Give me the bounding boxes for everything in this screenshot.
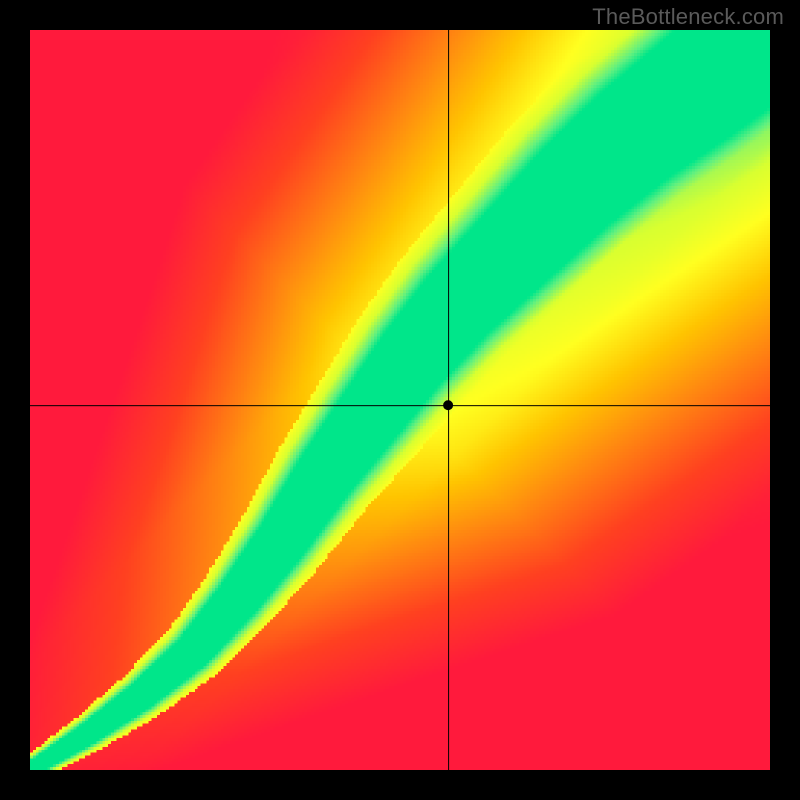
- chart-container: TheBottleneck.com: [0, 0, 800, 800]
- watermark-label: TheBottleneck.com: [592, 4, 784, 30]
- heatmap-chart: [30, 30, 770, 770]
- crosshair-overlay: [30, 30, 770, 770]
